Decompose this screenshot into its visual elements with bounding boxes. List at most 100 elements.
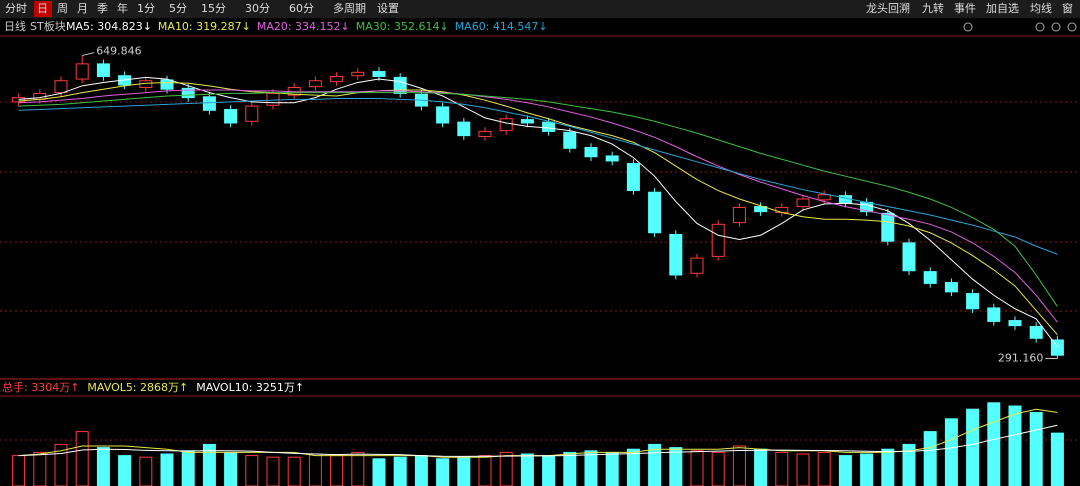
candle-body: [160, 79, 174, 90]
annotation-line: [82, 52, 95, 57]
volume-bar: [478, 455, 492, 486]
tool-button[interactable]: 均线: [1030, 1, 1052, 15]
volume-bar: [796, 453, 810, 486]
volume-legend: MAVOL5: 2868万↑: [87, 381, 188, 394]
candle-body: [987, 307, 1001, 322]
tab[interactable]: 月: [77, 2, 88, 15]
candle-body: [499, 118, 513, 132]
volume-bar: [987, 402, 1001, 486]
candle-body: [75, 63, 89, 80]
tab[interactable]: 季: [97, 2, 108, 15]
volume-bar: [881, 448, 895, 486]
tab[interactable]: 60分: [289, 2, 314, 15]
candle-body: [478, 130, 492, 137]
candle-body: [330, 76, 344, 83]
volume-bar: [351, 451, 365, 486]
symbol: ST板块: [30, 19, 66, 33]
volume-bar: [457, 456, 471, 486]
volume-bar: [33, 451, 47, 486]
candle-body: [1008, 320, 1022, 327]
volume-bar: [393, 456, 407, 486]
volume-legend: 总手: 3304万↑: [2, 380, 79, 394]
tab[interactable]: 年: [117, 1, 128, 15]
volume-bar: [605, 451, 619, 486]
annotation: 649.846: [96, 45, 142, 58]
icon: [1035, 22, 1045, 32]
tab[interactable]: 1分: [137, 2, 155, 15]
volume-bar: [648, 443, 662, 486]
tab[interactable]: 日: [37, 2, 48, 15]
tab[interactable]: 30分: [245, 2, 270, 15]
volume-bar: [966, 408, 980, 486]
tab[interactable]: 多周期: [333, 1, 366, 15]
icon: [1067, 22, 1077, 32]
volume-bar: [923, 431, 937, 486]
candle-body: [605, 155, 619, 162]
period: 日线: [4, 19, 26, 33]
volume-bar: [775, 451, 789, 486]
volume-bar: [75, 431, 89, 486]
volume-bar: [1008, 405, 1022, 486]
candle-body: [626, 163, 640, 192]
volume-bar: [181, 450, 195, 486]
volume-bar: [245, 455, 259, 486]
tool-button[interactable]: 九转: [922, 1, 944, 15]
volume-bar: [12, 455, 26, 486]
volume-bar: [754, 448, 768, 486]
volume-bar: [944, 418, 958, 486]
volume-bar: [584, 450, 598, 486]
volume-bar: [139, 456, 153, 486]
ma-line: [18, 81, 1058, 336]
candle-body: [12, 97, 26, 103]
ma-line: [18, 89, 1058, 323]
candle-body: [923, 271, 937, 284]
candle-body: [351, 71, 365, 77]
volume-bar: [224, 451, 238, 486]
volume-bar: [690, 450, 704, 486]
ma-line: [18, 92, 1058, 307]
tab[interactable]: 周: [57, 2, 68, 15]
volume-bar: [499, 451, 513, 486]
candle-body: [224, 108, 238, 124]
volume-bar: [542, 455, 556, 486]
tab-active: [34, 1, 52, 17]
volume-bar: [160, 453, 174, 486]
tool-button[interactable]: 事件: [954, 2, 976, 15]
candle-body: [245, 105, 259, 122]
volume-bar: [414, 455, 428, 486]
candle-body: [754, 206, 768, 213]
volume-bar: [732, 445, 746, 486]
volume-bar: [96, 447, 110, 486]
candle-body: [457, 121, 471, 137]
toolbar: [0, 0, 1080, 18]
candle-body: [711, 223, 725, 257]
volume-bar: [330, 455, 344, 486]
volume-bar: [1050, 432, 1064, 486]
volume-bar: [711, 451, 725, 486]
tab[interactable]: 15分: [201, 2, 226, 15]
tab[interactable]: 5分: [169, 2, 187, 15]
ma-legend: MA5: 304.823↓: [66, 20, 152, 33]
tool-button[interactable]: 加自选: [986, 2, 1019, 15]
volume-bar: [626, 448, 640, 486]
volume-bar: [118, 455, 132, 486]
candle-body: [308, 80, 322, 88]
candle-body: [181, 87, 195, 99]
candle-body: [266, 92, 280, 106]
volume-bar: [308, 453, 322, 486]
tab[interactable]: 分时: [5, 2, 27, 15]
volume-bar: [563, 451, 577, 486]
ma-line: [18, 97, 1058, 255]
tool-button[interactable]: 龙头回溯: [866, 2, 910, 15]
volume-bar: [817, 451, 831, 486]
candle-body: [944, 282, 958, 293]
candle-body: [520, 119, 534, 124]
volume-bar: [287, 456, 301, 486]
tab[interactable]: 设置: [377, 2, 399, 15]
volume-bar: [266, 456, 280, 486]
grid: [0, 101, 1080, 441]
volume-bar: [669, 447, 683, 486]
tool-button[interactable]: 窗: [1062, 1, 1073, 15]
ma-legend: MA20: 334.152↓: [257, 20, 350, 33]
